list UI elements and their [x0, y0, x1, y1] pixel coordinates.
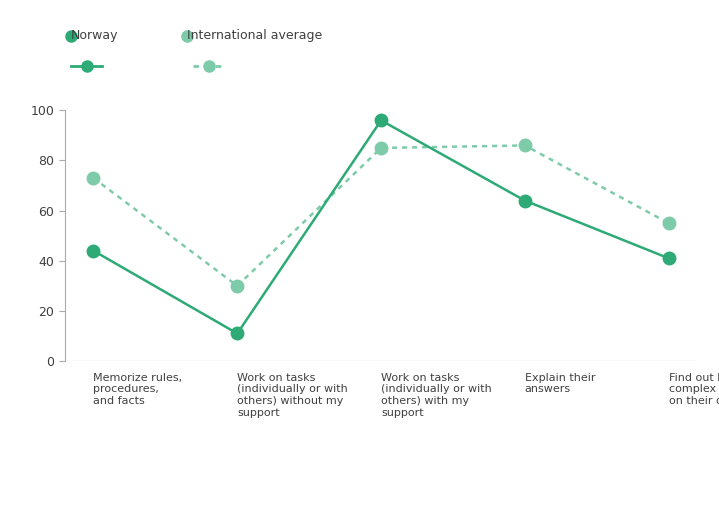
Legend: Norway, International average: Norway, International average	[71, 61, 360, 74]
